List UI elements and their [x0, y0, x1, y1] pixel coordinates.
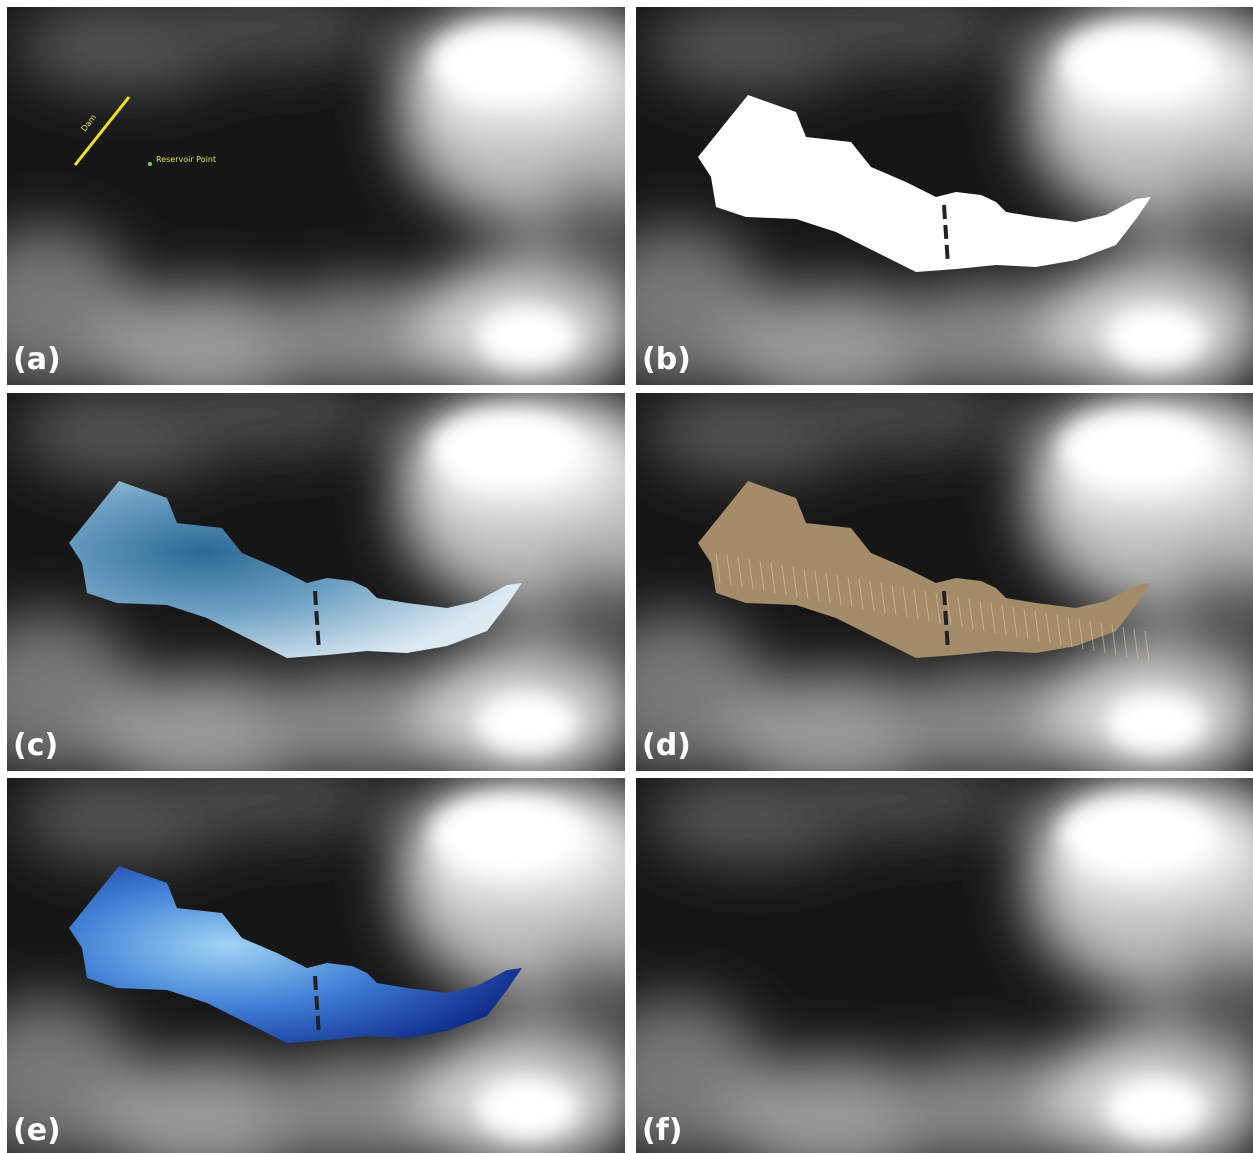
panel-label: (a)	[13, 342, 61, 377]
panel: (b)	[586, 0, 1253, 407]
panel-label: (d)	[642, 728, 691, 763]
panel: (f)	[586, 758, 1253, 1153]
panel: (d)	[586, 373, 1253, 793]
panel: (e)	[0, 758, 697, 1153]
page: DamReservoir Point(a)(b)(c)(d)(e)(f) (()…	[0, 0, 1253, 1153]
panel-label: (c)	[13, 728, 58, 763]
panel-label: (e)	[13, 1113, 61, 1148]
terrain	[586, 758, 1253, 1153]
panel: (c)	[0, 373, 697, 793]
panel-label: (f)	[642, 1113, 682, 1148]
point-label: Reservoir Point	[156, 155, 216, 164]
panel-label: (b)	[642, 342, 691, 377]
terrain	[0, 0, 697, 407]
figure: DamReservoir Point(a)(b)(c)(d)(e)(f)	[0, 0, 1253, 1153]
reservoir-point	[148, 162, 152, 166]
